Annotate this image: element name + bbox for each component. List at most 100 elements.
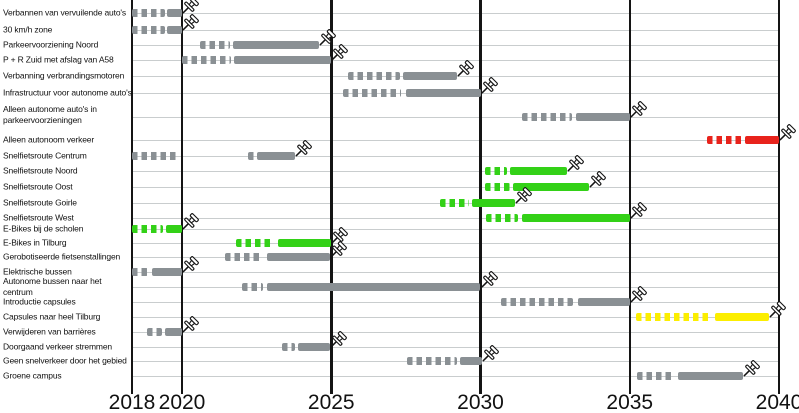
pushpin-icon — [325, 329, 349, 352]
row-label: Infrastructuur voor autonome auto's — [3, 87, 132, 98]
row-gridline — [132, 13, 779, 14]
bar-segment-solid — [471, 199, 515, 207]
bar-segment-dashed — [440, 199, 469, 207]
bar-segment-solid — [405, 89, 481, 97]
row-label: Geen snelverkeer door het gebied — [3, 355, 127, 366]
bar-segment-solid — [164, 328, 182, 336]
row-label: P + R Zuid met afslag van A58 — [3, 54, 114, 65]
pushpin-icon — [476, 75, 499, 98]
pushpin-icon — [775, 122, 798, 145]
year-gridline — [130, 0, 134, 394]
row-gridline — [132, 60, 779, 61]
bar-segment-solid — [167, 9, 182, 17]
row-label: E-Bikes in Tilburg — [3, 237, 67, 248]
bar-segment-dashed — [484, 167, 508, 175]
row-label: Autonome bussen naar het centrum — [3, 276, 102, 297]
year-tick-label: 2030 — [457, 391, 504, 413]
row-label: Alleen autonoom verkeer — [3, 134, 95, 145]
year-tick-label: 2040 — [755, 391, 799, 413]
row-gridline — [132, 257, 779, 258]
bar-segment-solid — [267, 283, 481, 291]
bar-segment-dashed — [235, 239, 272, 247]
year-tick-label: 2025 — [307, 391, 355, 413]
row-label: Snelfietsroute Centrum — [3, 150, 87, 161]
row-label: Capsules naar heel Tilburg — [3, 311, 101, 322]
bar-segment-dashed — [247, 152, 256, 160]
pushpin-icon — [764, 299, 787, 322]
bar-segment-dashed — [132, 225, 164, 233]
row-label: Groene campus — [3, 370, 62, 381]
bar-segment-dashed — [132, 152, 177, 160]
row-gridline — [132, 171, 779, 172]
year-gridline — [628, 0, 632, 394]
bar-segment-dashed — [182, 56, 232, 64]
pushpin-icon — [452, 58, 475, 81]
row-gridline — [132, 376, 779, 377]
bar-segment-solid — [298, 343, 330, 351]
row-gridline — [132, 117, 779, 118]
row-label: Gerobotiseerde fietsenstallingen — [3, 251, 121, 262]
year-tick-label: 2020 — [158, 391, 206, 413]
row-label: Verbanning verbrandingsmotoren — [3, 70, 125, 81]
bar-segment-dashed — [501, 298, 574, 306]
row-label: Verbannen van vervuilende auto's — [3, 7, 126, 18]
bar-segment-dashed — [225, 253, 263, 261]
bar-segment-dashed — [484, 183, 511, 191]
row-label: Verwijderen van barrières — [3, 326, 96, 337]
bar-segment-solid — [402, 72, 457, 80]
bar-segment-solid — [267, 253, 330, 261]
row-gridline — [132, 30, 779, 31]
row-gridline — [132, 332, 779, 333]
pushpin-icon — [178, 254, 201, 277]
pushpin-icon — [178, 314, 201, 337]
row-label: Parkeervoorziening Noord — [3, 39, 99, 50]
row-label: Doorgaand verkeer stremmen — [3, 341, 113, 352]
bar-segment-solid — [513, 183, 590, 191]
row-gridline — [132, 229, 779, 230]
row-gridline — [132, 243, 779, 244]
pushpin-icon — [478, 343, 501, 366]
pushpin-icon — [563, 153, 586, 176]
bar-segment-solid — [152, 268, 182, 276]
bar-segment-solid — [277, 239, 332, 247]
pushpin-icon — [739, 358, 762, 381]
bar-segment-solid — [576, 113, 630, 121]
pushpin-icon — [327, 42, 350, 65]
bar-segment-solid — [714, 313, 769, 321]
row-gridline — [132, 140, 779, 141]
row-gridline — [132, 187, 779, 188]
row-label: Elektrische bussen — [3, 266, 72, 277]
bar-segment-solid — [459, 357, 482, 365]
row-label: Alleen autonome auto's in parkeervoorzie… — [3, 104, 97, 125]
pushpin-icon — [325, 239, 349, 262]
bar-segment-dashed — [199, 41, 230, 49]
bar-segment-solid — [577, 298, 630, 306]
pushpin-icon — [178, 211, 201, 234]
year-gridline — [180, 0, 184, 394]
bar-segment-dashed — [407, 357, 457, 365]
pushpin-icon — [625, 284, 649, 307]
bar-segment-dashed — [132, 26, 165, 34]
bar-segment-solid — [677, 372, 744, 380]
pushpin-icon — [291, 138, 314, 161]
row-label: Snelfietsroute West — [3, 212, 74, 223]
bar-segment-dashed — [147, 328, 162, 336]
year-gridline — [330, 0, 333, 394]
row-gridline — [132, 347, 779, 348]
bar-segment-solid — [510, 167, 568, 175]
year-tick-label: 2018 — [108, 391, 156, 413]
row-label: E-Bikes bij de scholen — [3, 223, 84, 234]
row-gridline — [132, 317, 779, 318]
row-label: Snelfietsroute Goirle — [3, 197, 77, 208]
row-gridline — [132, 272, 779, 273]
bar-segment-dashed — [347, 72, 400, 80]
row-gridline — [132, 218, 779, 219]
pushpin-icon — [585, 169, 608, 192]
bar-segment-solid — [744, 136, 779, 144]
bar-segment-dashed — [132, 268, 149, 276]
row-label: 30 km/h zone — [3, 24, 53, 35]
year-tick-label: 2035 — [606, 391, 654, 413]
pushpin-icon — [178, 12, 201, 35]
row-gridline — [132, 302, 779, 303]
